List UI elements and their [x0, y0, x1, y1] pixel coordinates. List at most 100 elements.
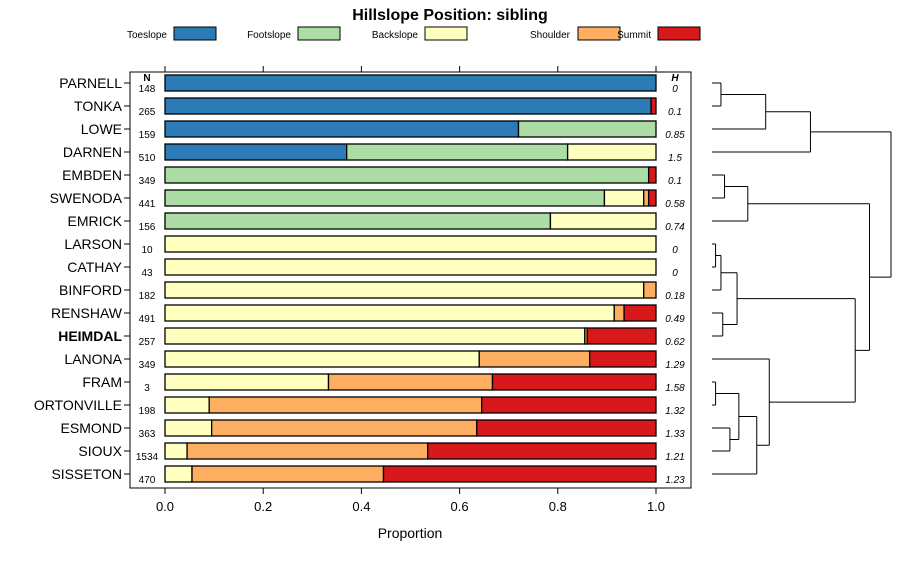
bar-segment-summit [650, 97, 657, 115]
plot-frame [129, 71, 692, 489]
n-value: 363 [139, 429, 156, 440]
bar-segment-backslope [164, 373, 330, 391]
x-tick-label: 0.2 [254, 499, 272, 514]
bar-segment-backslope [164, 465, 193, 483]
n-value: 148 [139, 84, 156, 95]
bar-segment-backslope [603, 189, 645, 207]
bar-segment-shoulder [643, 189, 650, 207]
h-value: 0.1 [668, 176, 682, 187]
bar-segment-backslope [164, 281, 645, 299]
plot-area: 0.0 0.2 0.4 0.6 0.8 1.0 N H PARNELL 148 0 TONKA 265 0… [34, 66, 692, 514]
h-value: 0 [672, 84, 678, 95]
bar-segment-backslope [164, 350, 480, 368]
x-axis-label: Proportion [378, 525, 443, 541]
category-label: SWENODA [50, 190, 123, 206]
x-tick-label: 0.0 [156, 499, 174, 514]
bar-segment-shoulder [643, 281, 657, 299]
n-header: N [143, 73, 150, 84]
legend-swatch [657, 26, 701, 41]
h-value: 0.18 [665, 291, 685, 302]
h-value: 0.74 [665, 222, 685, 233]
bar-segment-summit [589, 350, 657, 368]
h-value: 1.21 [665, 452, 684, 463]
n-value: 470 [139, 475, 156, 486]
legend-swatch [577, 26, 621, 41]
legend-swatch [297, 26, 341, 41]
bar-segment-summit [623, 304, 657, 322]
h-value: 1.5 [668, 153, 682, 164]
n-value: 1534 [136, 452, 159, 463]
category-label: TONKA [74, 98, 123, 114]
category-label: CATHAY [67, 259, 122, 275]
x-tick-label: 0.6 [451, 499, 469, 514]
n-value: 10 [141, 245, 153, 256]
bar-segment-backslope [164, 327, 586, 345]
dendrogram [712, 82, 892, 475]
bar-segment-footslope [346, 143, 569, 161]
bar-segment-toeslope [164, 120, 520, 138]
category-label: SISSETON [51, 466, 122, 482]
n-value: 349 [139, 176, 156, 187]
h-value: 1.23 [665, 475, 685, 486]
h-value: 0.1 [668, 107, 682, 118]
bar-segment-backslope [164, 419, 213, 437]
legend-label: Footslope [247, 30, 291, 41]
category-label: HEIMDAL [58, 328, 122, 344]
bar-segment-backslope [164, 235, 657, 253]
n-value: 198 [139, 406, 156, 417]
legend-label: Backslope [372, 30, 419, 41]
bar-segment-toeslope [164, 97, 652, 115]
n-value: 43 [141, 268, 153, 279]
h-value: 0.58 [665, 199, 685, 210]
n-value: 257 [139, 337, 156, 348]
h-value: 1.29 [665, 360, 685, 371]
category-label: SIOUX [78, 443, 122, 459]
category-label: ESMOND [61, 420, 122, 436]
h-value: 0.62 [665, 337, 685, 348]
category-label: BINFORD [59, 282, 122, 298]
category-label: LOWE [81, 121, 122, 137]
h-value: 0 [672, 268, 678, 279]
bar-segment-backslope [164, 396, 210, 414]
category-label: LANONA [64, 351, 122, 367]
category-label: PARNELL [59, 75, 122, 91]
x-tick-label: 0.4 [352, 499, 370, 514]
bar-segment-footslope [164, 166, 650, 184]
n-value: 265 [139, 107, 156, 118]
bar-segment-backslope [164, 304, 615, 322]
bar-segment-footslope [517, 120, 657, 138]
chart-title: Hillslope Position: sibling [352, 7, 548, 24]
bar-segment-shoulder [327, 373, 494, 391]
bar-segment-summit [427, 442, 657, 460]
bar-segment-backslope [164, 258, 657, 276]
bar-segment-summit [491, 373, 657, 391]
bar-segment-shoulder [186, 442, 429, 460]
bar-segment-shoulder [191, 465, 385, 483]
bar-segment-summit [481, 396, 657, 414]
n-value: 159 [139, 130, 156, 141]
bar-segment-backslope [549, 212, 657, 230]
x-tick-label: 1.0 [647, 499, 665, 514]
bar-segment-shoulder [208, 396, 483, 414]
bar-segment-shoulder [613, 304, 625, 322]
n-value: 510 [139, 153, 156, 164]
bar-segment-summit [476, 419, 657, 437]
category-label: EMBDEN [62, 167, 122, 183]
category-label: LARSON [64, 236, 122, 252]
category-label: FRAM [82, 374, 122, 390]
category-label: EMRICK [68, 213, 123, 229]
bar-segment-footslope [164, 212, 552, 230]
h-value: 1.58 [665, 383, 685, 394]
n-value: 349 [139, 360, 156, 371]
h-value: 0 [672, 245, 678, 256]
legend-label: Toeslope [127, 30, 167, 41]
h-value: 0.49 [665, 314, 685, 325]
legend-label: Summit [617, 30, 651, 41]
h-header: H [671, 73, 679, 84]
legend-swatch [424, 26, 468, 41]
n-value: 156 [139, 222, 156, 233]
bar-segment-backslope [164, 442, 188, 460]
n-value: 441 [139, 199, 156, 210]
